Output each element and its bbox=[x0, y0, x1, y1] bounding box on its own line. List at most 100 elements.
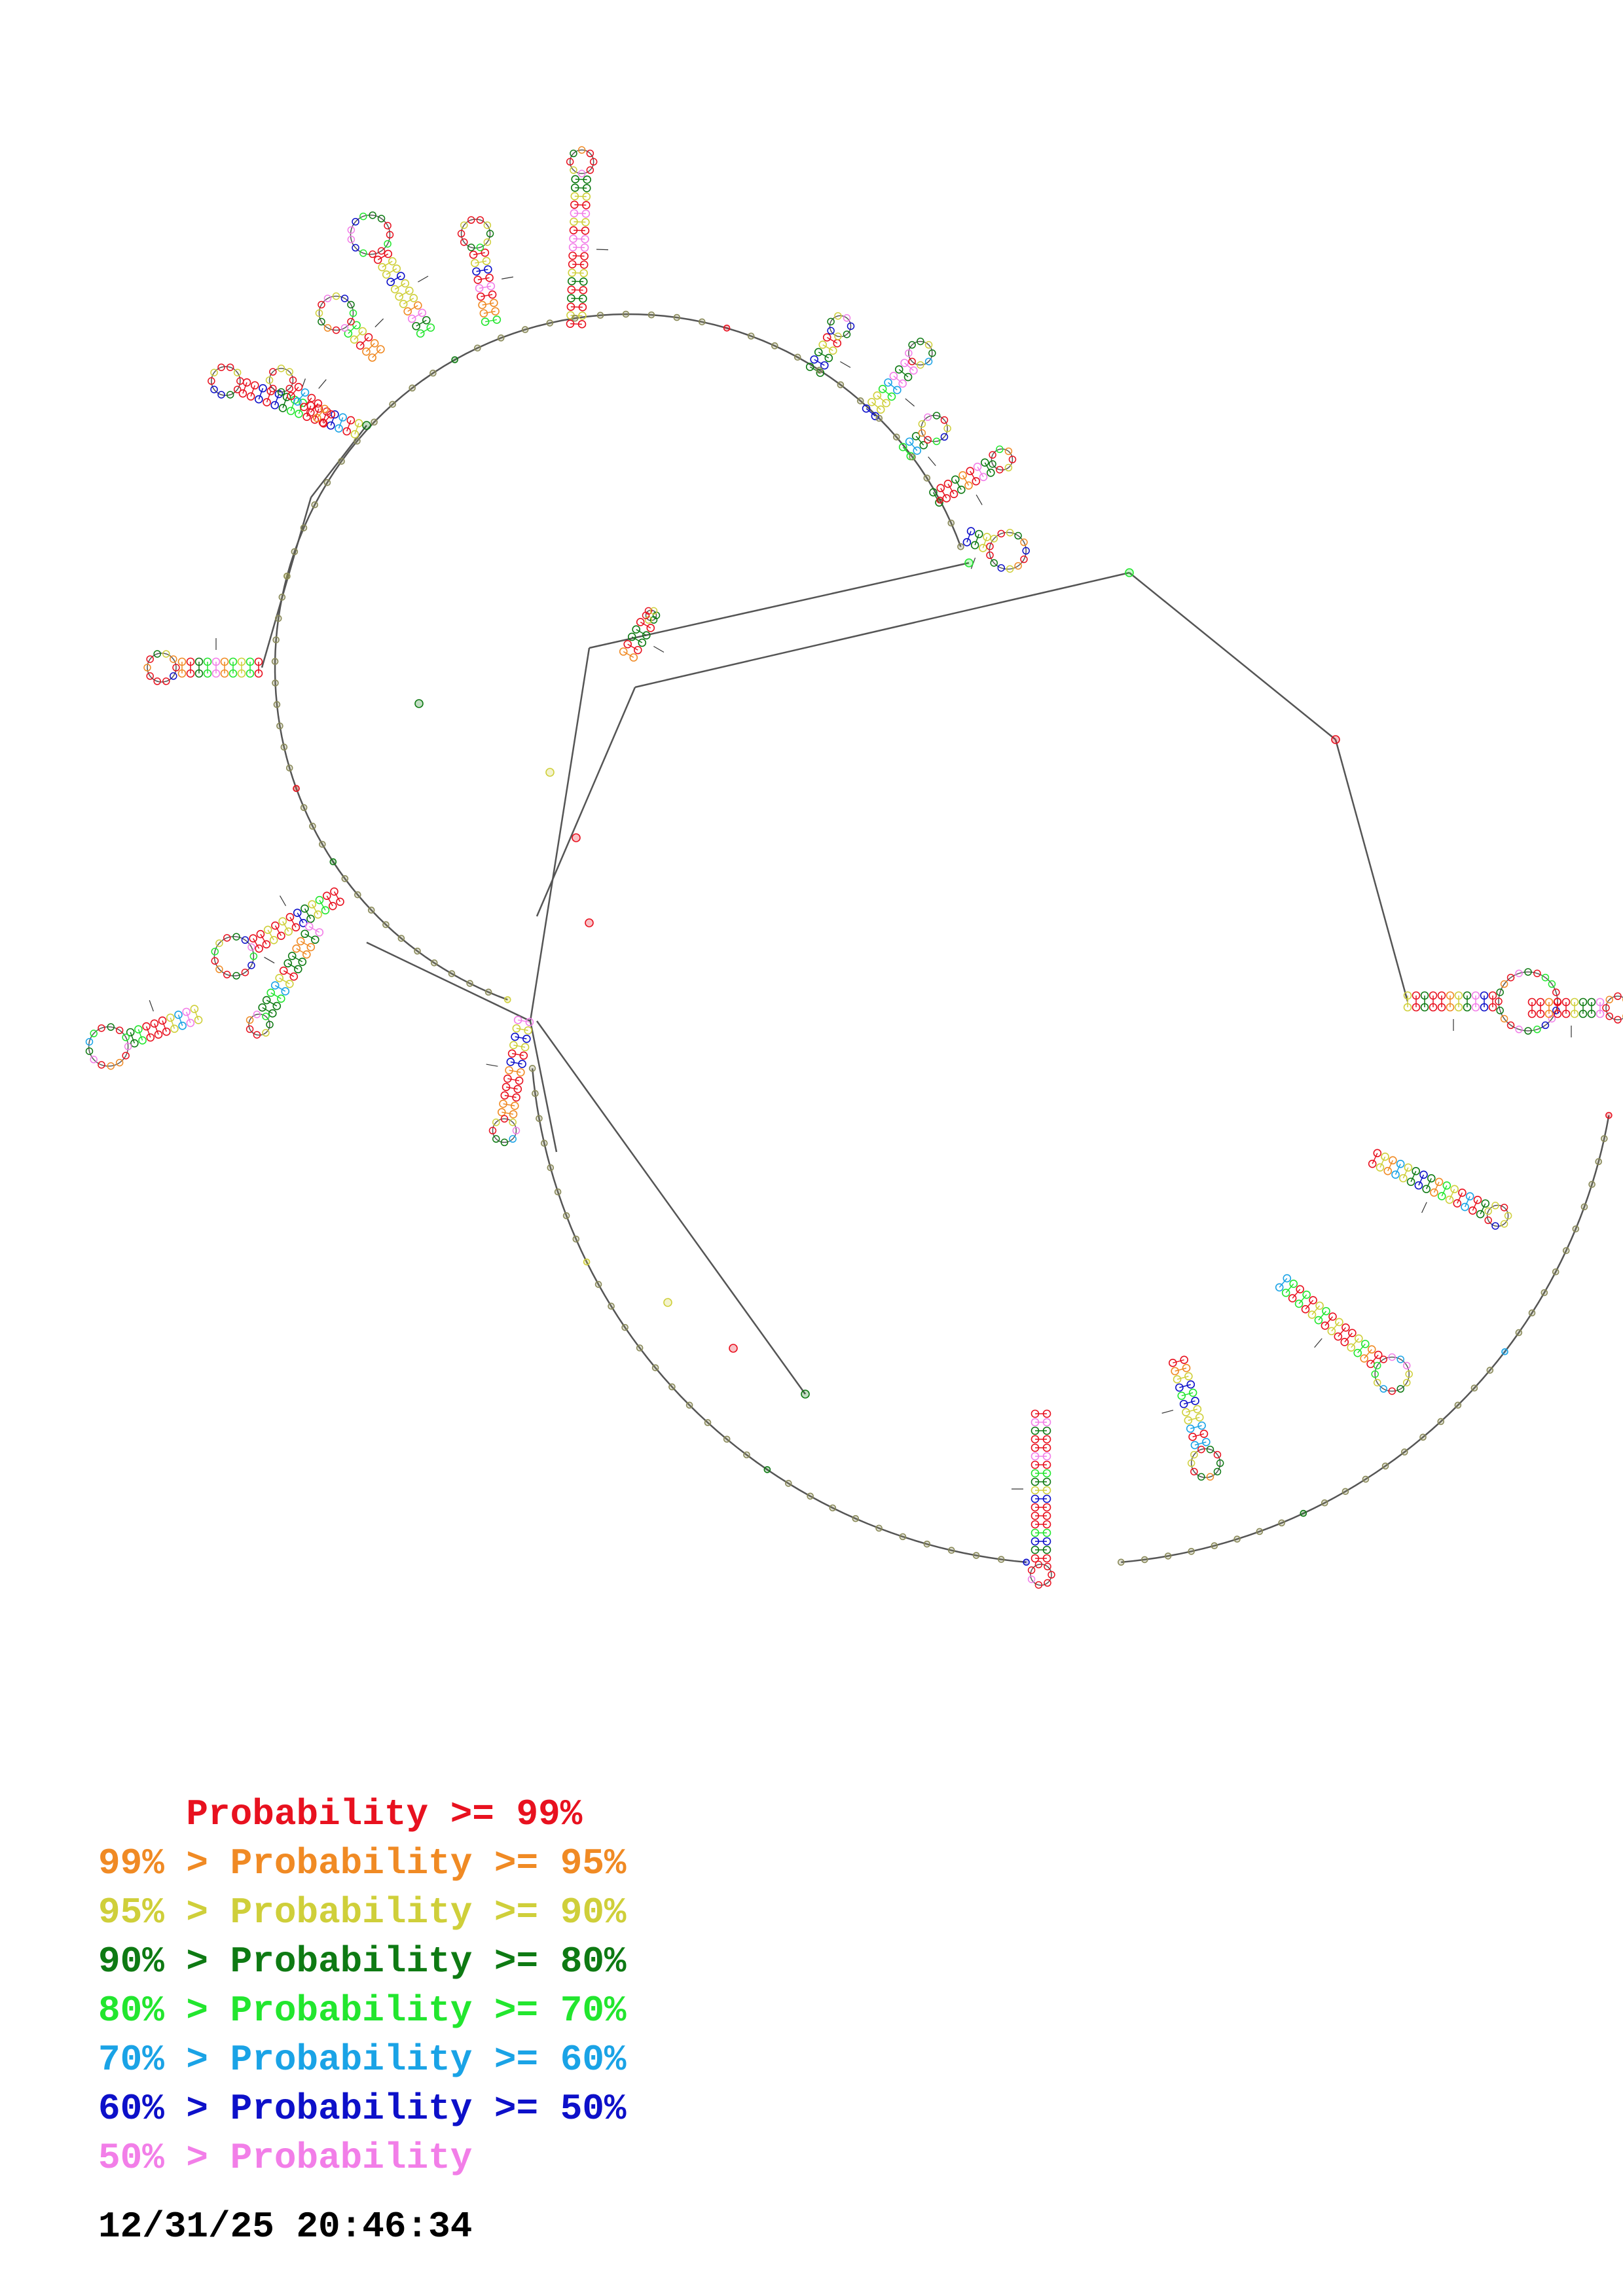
nucleotide bbox=[263, 398, 271, 406]
nucleotide bbox=[579, 278, 588, 286]
nucleotide bbox=[384, 249, 393, 259]
nucleotide bbox=[409, 384, 416, 392]
nucleotide bbox=[358, 327, 367, 336]
nucleotide bbox=[1527, 997, 1537, 1007]
hairpin-loop bbox=[1374, 1356, 1410, 1392]
nucleotide bbox=[1367, 1345, 1376, 1354]
nucleotide bbox=[947, 519, 955, 527]
nucleotide bbox=[1473, 1195, 1482, 1204]
nucleotide bbox=[122, 1033, 130, 1041]
nucleotide bbox=[909, 366, 918, 375]
nucleotide bbox=[85, 1037, 94, 1046]
nucleotide bbox=[1471, 991, 1480, 1000]
nucleotide bbox=[280, 744, 288, 751]
nucleotide bbox=[354, 891, 361, 899]
legend-row: 60% > Probability >= 50% bbox=[98, 2085, 627, 2134]
nucleotide bbox=[1399, 1174, 1408, 1183]
base-pair bbox=[636, 629, 647, 636]
nucleotide bbox=[521, 326, 529, 333]
base-pair bbox=[1387, 1160, 1394, 1172]
nucleotide bbox=[307, 393, 316, 403]
legend-threshold: 80% > bbox=[98, 1990, 230, 2032]
nucleotide bbox=[1335, 1318, 1343, 1327]
nucleotide bbox=[893, 433, 900, 441]
hairpin-loop bbox=[1486, 1204, 1509, 1227]
nucleotide bbox=[1042, 1435, 1051, 1444]
nucleotide bbox=[1506, 973, 1515, 982]
nucleotide bbox=[569, 234, 577, 243]
base-pair bbox=[1298, 1294, 1307, 1304]
nucleotide bbox=[1373, 1149, 1382, 1158]
nucleotide bbox=[1383, 1166, 1393, 1175]
nucleotide bbox=[1429, 991, 1438, 1000]
nucleotide bbox=[1402, 1361, 1411, 1370]
base-pair bbox=[1480, 1203, 1486, 1215]
backbone-segment bbox=[536, 687, 636, 917]
nucleotide bbox=[276, 722, 283, 730]
nucleotide bbox=[208, 377, 215, 385]
backbone-arc bbox=[531, 1068, 1027, 1564]
nucleotide bbox=[477, 292, 485, 301]
nucleotide bbox=[413, 301, 422, 310]
nucleotide bbox=[309, 823, 316, 830]
nucleotide bbox=[293, 397, 302, 406]
nucleotide bbox=[318, 300, 325, 309]
nucleotide bbox=[509, 1118, 517, 1126]
nucleotide bbox=[1596, 1009, 1605, 1018]
stem-loop bbox=[1527, 992, 1623, 1037]
nucleotide bbox=[460, 238, 468, 246]
position-tick bbox=[1314, 1338, 1322, 1348]
nucleotide bbox=[1506, 1021, 1515, 1030]
base-pair bbox=[572, 263, 585, 266]
base-pair bbox=[258, 387, 264, 400]
nucleotide bbox=[581, 226, 590, 235]
legend-row: 80% > Probability >= 70% bbox=[98, 1986, 627, 2036]
nucleotide bbox=[579, 295, 587, 303]
nucleotide bbox=[1463, 1003, 1472, 1012]
nucleotide bbox=[1553, 1009, 1562, 1018]
nucleotide bbox=[414, 947, 421, 955]
nucleotide bbox=[1442, 1181, 1451, 1190]
nucleotide bbox=[293, 908, 302, 918]
base-pair bbox=[303, 397, 312, 408]
nucleotide bbox=[301, 904, 309, 913]
nucleotide bbox=[580, 252, 589, 260]
nucleotide bbox=[571, 175, 580, 184]
nucleotide bbox=[1527, 1009, 1537, 1018]
nucleotide bbox=[569, 226, 578, 235]
nucleotide bbox=[579, 269, 589, 278]
nucleotide bbox=[1030, 1452, 1040, 1461]
backbone-segment bbox=[529, 647, 591, 1022]
nucleotide bbox=[504, 996, 511, 1003]
nucleotide bbox=[1030, 1443, 1040, 1452]
nucleotide bbox=[278, 594, 286, 601]
nucleotide bbox=[918, 429, 926, 437]
nucleotide bbox=[1541, 1021, 1550, 1030]
nucleotide bbox=[284, 927, 293, 936]
nucleotide bbox=[322, 407, 331, 416]
nucleotide bbox=[272, 679, 279, 687]
nucleotide bbox=[936, 496, 943, 504]
nucleotide bbox=[430, 959, 438, 967]
nucleotide bbox=[621, 1323, 629, 1331]
nucleotide bbox=[299, 399, 307, 407]
base-pair bbox=[640, 621, 651, 629]
nucleotide bbox=[862, 404, 871, 413]
base-pair bbox=[177, 1014, 183, 1026]
nucleotide bbox=[364, 332, 373, 342]
position-tick bbox=[280, 895, 287, 906]
nucleotide bbox=[586, 166, 594, 174]
nucleotide bbox=[1030, 1554, 1040, 1563]
nucleotide bbox=[519, 1051, 528, 1060]
base-pair bbox=[947, 483, 955, 495]
backbone-arc bbox=[1121, 1115, 1610, 1564]
nucleotide bbox=[1289, 1280, 1298, 1288]
nucleotide bbox=[228, 657, 238, 666]
nucleotide bbox=[346, 416, 356, 425]
base-pair bbox=[1410, 1170, 1417, 1182]
nucleotide bbox=[1561, 1009, 1571, 1018]
nucleotide bbox=[1188, 1388, 1197, 1397]
nucleotide bbox=[377, 247, 386, 255]
nucleotide bbox=[467, 243, 475, 251]
base-pair bbox=[507, 1078, 520, 1081]
